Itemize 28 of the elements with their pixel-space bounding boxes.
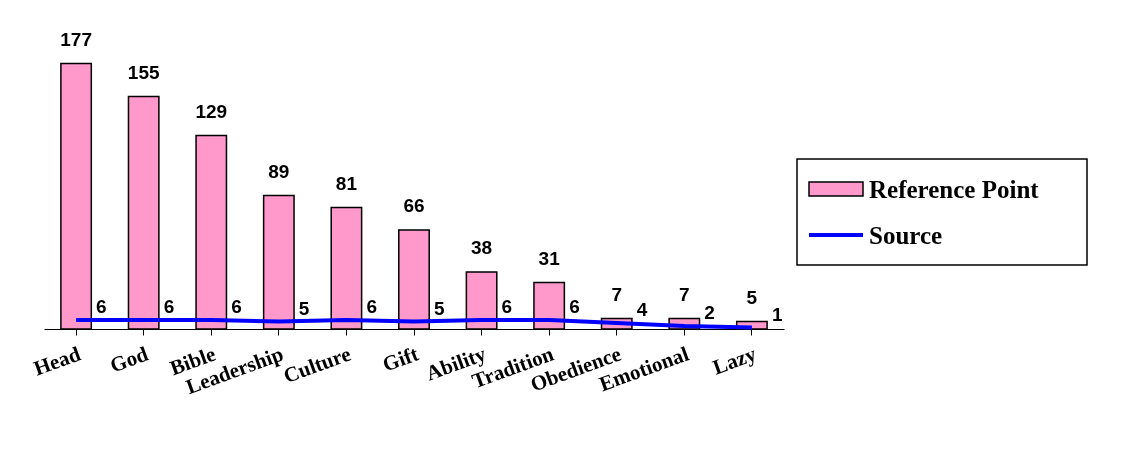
x-tick-label: Gift [379,341,422,377]
data-label: 2 [704,302,715,323]
data-label: 4 [636,299,648,320]
data-label: 6 [96,296,107,317]
data-label: 129 [195,100,228,122]
data-label: 6 [231,296,242,317]
x-tick-label: Head [30,341,84,381]
data-label: 177 [60,28,92,50]
data-label: 31 [538,247,561,269]
data-label: 6 [501,296,513,317]
legend-label: Reference Point [869,176,1040,203]
data-label: 6 [366,296,377,317]
data-label: 1 [771,303,783,325]
data-label: 89 [268,160,290,182]
data-label: 5 [746,286,758,308]
x-tick-label: Lazy [709,341,760,380]
data-label: 6 [163,296,175,317]
data-label: 155 [127,61,160,83]
data-label: 5 [434,297,445,319]
data-label: 81 [335,172,358,194]
data-label: 5 [298,297,310,319]
x-tick-label: God [106,341,152,378]
data-label: 38 [471,237,493,258]
data-label: 7 [611,283,623,305]
data-label: 6 [569,296,580,317]
data-label: 7 [679,283,690,305]
legend-label: Source [869,222,943,249]
data-label: 66 [403,195,425,216]
